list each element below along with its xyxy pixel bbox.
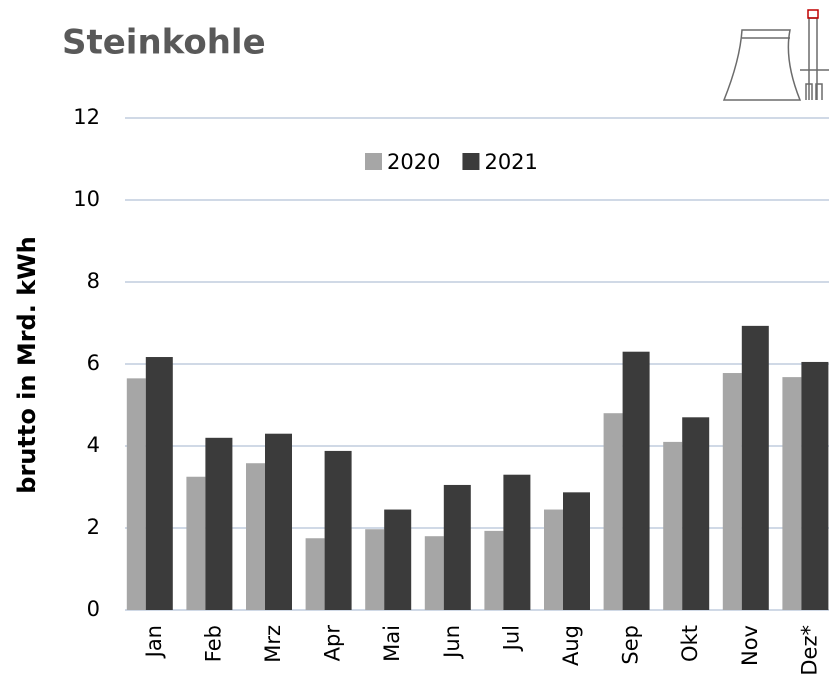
x-tick-label: Aug [559, 625, 583, 666]
legend-swatch [462, 153, 480, 170]
bar [145, 357, 173, 610]
y-tick-label: 12 [73, 105, 100, 129]
y-tick-label: 4 [87, 433, 100, 457]
legend-label: 2021 [484, 150, 537, 174]
bar [603, 413, 623, 610]
power-plant-icon [722, 9, 829, 101]
y-tick-label: 6 [87, 351, 100, 375]
bar [801, 361, 829, 610]
bar [503, 474, 531, 610]
legend-label: 2020 [387, 150, 440, 174]
bar [563, 492, 590, 610]
bar [186, 476, 206, 610]
bar [782, 377, 802, 610]
bar [424, 536, 444, 610]
bar [384, 509, 412, 610]
bar [443, 484, 471, 610]
y-axis-label: brutto in Mrd. kWh [13, 236, 41, 493]
y-tick-label: 10 [73, 187, 100, 211]
bar [484, 530, 504, 610]
x-tick-label: Apr [321, 625, 345, 662]
x-tick-label: Mrz [261, 625, 285, 663]
bar [265, 433, 292, 610]
y-tick-label: 0 [87, 597, 100, 621]
bar [622, 351, 650, 610]
x-tick-label: Sep [619, 625, 643, 665]
x-tick-label: Jun [440, 625, 464, 660]
y-tick-label: 2 [87, 515, 100, 539]
bar [722, 373, 742, 610]
bar [205, 437, 233, 610]
x-tick-label: Nov [738, 625, 762, 666]
chart-title: Steinkohle [62, 23, 266, 63]
legend-swatch [365, 153, 382, 170]
y-tick-label: 8 [87, 269, 100, 293]
x-tick-label: Jul [499, 625, 523, 652]
bar [246, 463, 265, 610]
x-tick-label: Dez* [797, 625, 821, 676]
bar [663, 441, 683, 610]
bar [682, 417, 710, 610]
bar [324, 450, 352, 610]
bar [126, 378, 146, 610]
x-tick-label: Okt [678, 625, 702, 662]
x-tick-label: Mai [380, 625, 404, 662]
bar [305, 538, 325, 610]
bar [544, 509, 563, 610]
x-tick-label: Jan [142, 625, 166, 659]
bar [741, 325, 769, 610]
x-tick-label: Feb [201, 625, 225, 662]
bar [365, 529, 385, 610]
